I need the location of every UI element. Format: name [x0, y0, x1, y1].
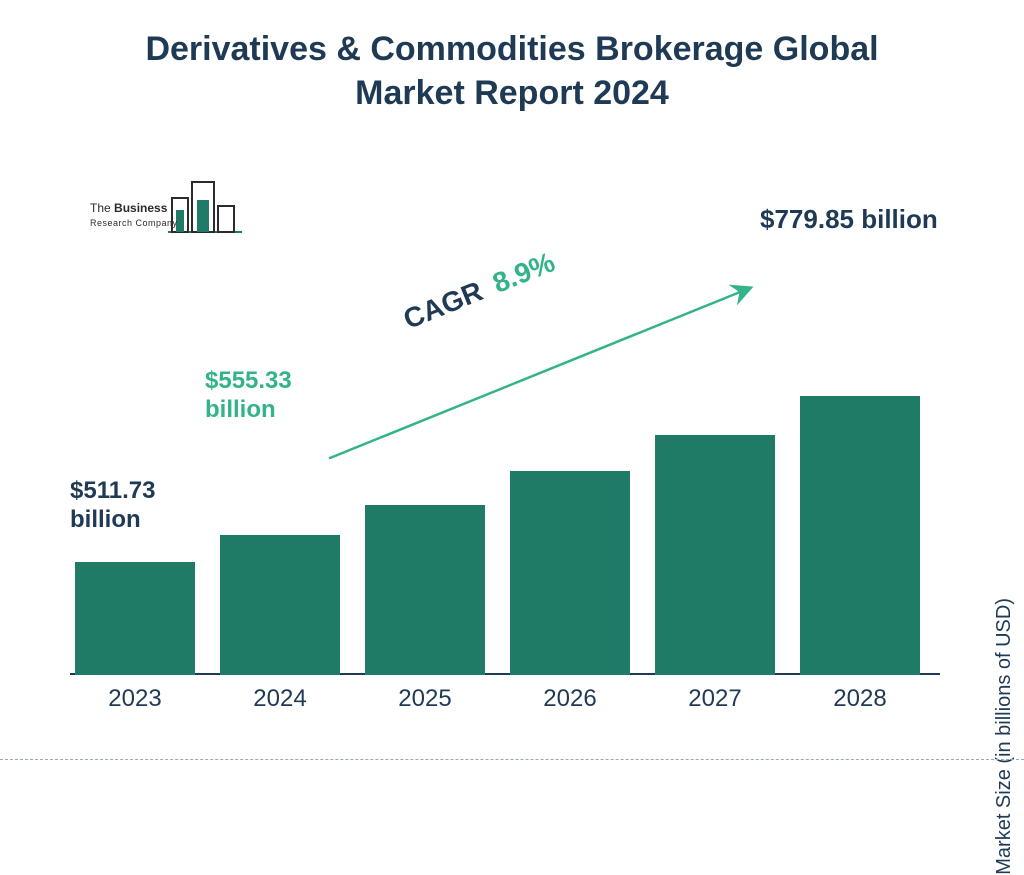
footer-divider: [0, 759, 1024, 760]
bar-2025: [365, 505, 485, 675]
value-label-2023-l1: $511.73: [70, 477, 155, 504]
value-label-2024-l1: $555.33: [205, 367, 292, 394]
xlabel-2026: 2026: [510, 685, 630, 713]
title-line-1: Derivatives & Commodities Brokerage Glob…: [145, 30, 878, 68]
cagr-text: CAGR: [399, 275, 487, 335]
page: Derivatives & Commodities Brokerage Glob…: [0, 0, 1024, 768]
title-line-2: Market Report 2024: [355, 74, 669, 112]
value-label-2028-l1: $779.85 billion: [760, 204, 938, 234]
value-label-2028: $779.85 billion: [760, 204, 938, 235]
plot-area: 2023 2024 2025 2026 2027 2028 $511.73 bi…: [70, 160, 940, 675]
cagr-arrow-line: [330, 288, 750, 458]
chart-title: Derivatives & Commodities Brokerage Glob…: [0, 28, 1024, 115]
value-label-2023: $511.73 billion: [70, 477, 155, 535]
bar-chart: 2023 2024 2025 2026 2027 2028 $511.73 bi…: [70, 160, 940, 715]
y-axis-label: Market Size (in billions of USD): [993, 598, 1016, 875]
value-label-2023-l2: billion: [70, 506, 141, 533]
cagr-label: CAGR 8.9%: [399, 246, 559, 336]
cagr-value: 8.9%: [488, 246, 559, 299]
bar-2026: [510, 471, 630, 675]
bar-2023: [75, 562, 195, 675]
xlabel-2023: 2023: [75, 685, 195, 713]
xlabel-2025: 2025: [365, 685, 485, 713]
value-label-2024: $555.33 billion: [205, 367, 292, 425]
value-label-2024-l2: billion: [205, 396, 276, 423]
bar-2024: [220, 535, 340, 675]
xlabel-2028: 2028: [800, 685, 920, 713]
bar-2027: [655, 435, 775, 675]
bar-2028: [800, 396, 920, 675]
xlabel-2027: 2027: [655, 685, 775, 713]
xlabel-2024: 2024: [220, 685, 340, 713]
